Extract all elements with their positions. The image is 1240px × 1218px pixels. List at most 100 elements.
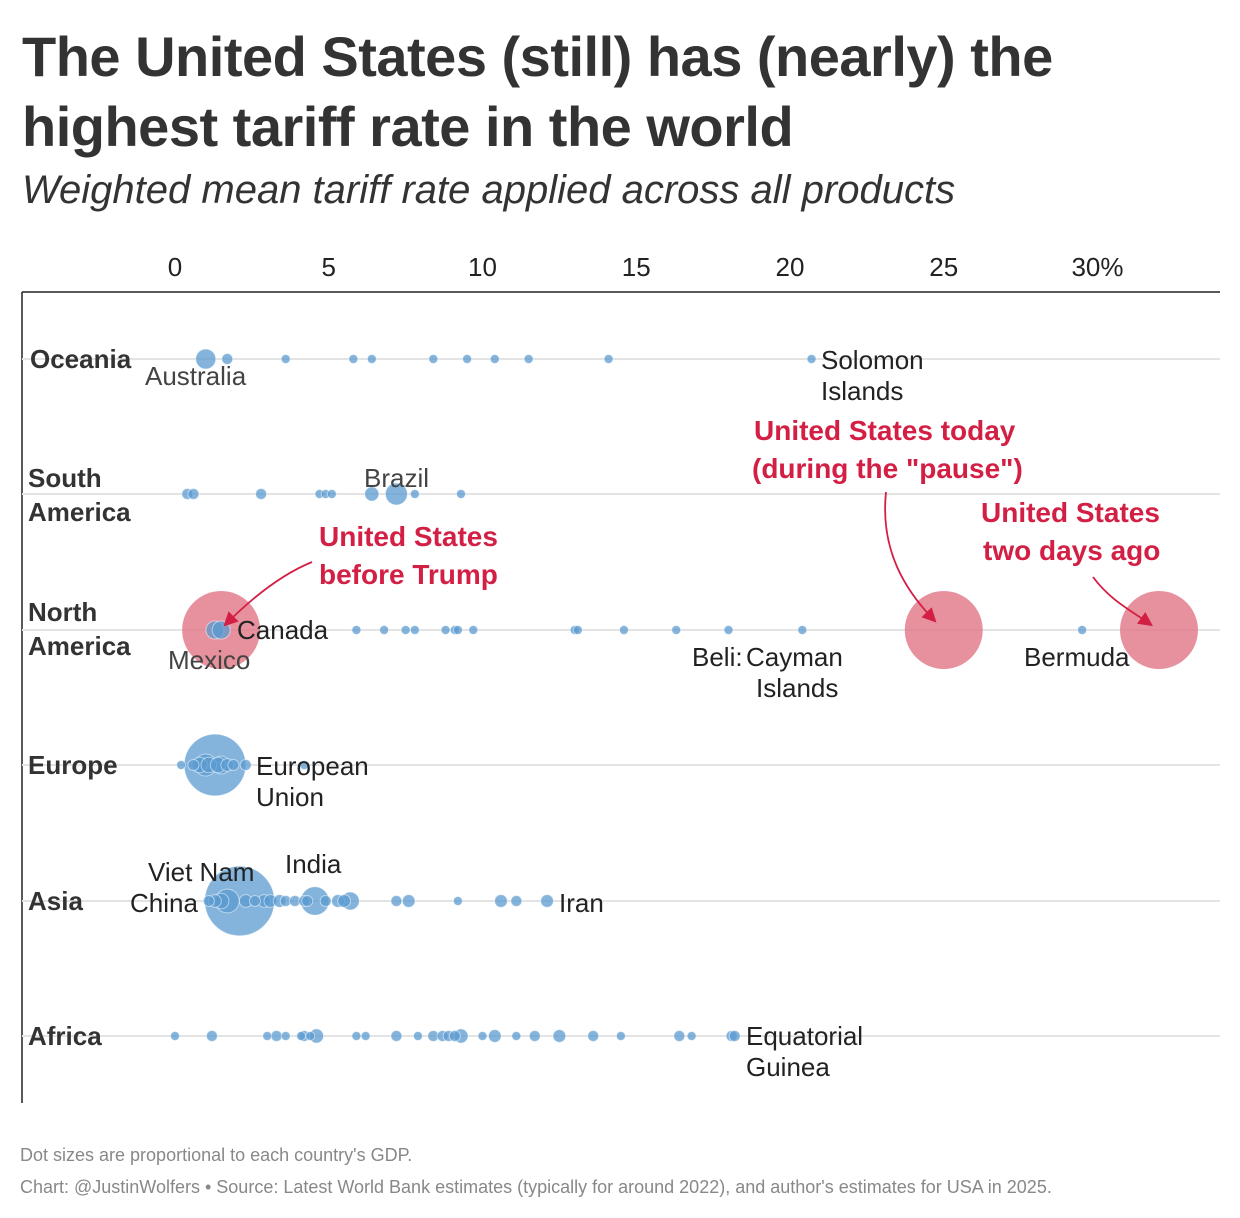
- arrow-today: [884, 491, 937, 623]
- country-dot: [409, 489, 420, 499]
- x-tick-label: 30%: [1071, 252, 1123, 282]
- country-dot: [202, 894, 215, 908]
- row-label: America: [28, 631, 131, 661]
- country-dot: [673, 1029, 686, 1043]
- country-dot: [364, 486, 380, 502]
- label-solomon: Solomon: [821, 345, 924, 375]
- country-dot: [477, 1031, 488, 1041]
- row-label: North: [28, 597, 97, 627]
- country-dot: [510, 894, 523, 908]
- annotation-ago-1: United States: [981, 497, 1160, 528]
- country-dot: [351, 625, 362, 635]
- label-cayman: Cayman: [746, 642, 843, 672]
- x-tick-label: 5: [322, 252, 336, 282]
- label-eq-guinea-2: Guinea: [746, 1052, 830, 1082]
- country-dot: [280, 354, 291, 364]
- country-dot: [337, 894, 351, 908]
- country-dot: [511, 1031, 522, 1041]
- label-eu: European: [256, 751, 369, 781]
- country-dot: [280, 1031, 291, 1041]
- x-tick-label: 25: [929, 252, 958, 282]
- x-tick-label: 15: [622, 252, 651, 282]
- country-dot: [552, 1029, 567, 1043]
- country-dot: [448, 1029, 461, 1043]
- annotation-today-2: (during the "pause"): [752, 453, 1023, 484]
- label-eu-2: Union: [256, 782, 324, 812]
- country-dot: [221, 352, 234, 366]
- label-china: China: [130, 888, 198, 918]
- arrow-ago: [1092, 576, 1153, 627]
- country-dot: [176, 760, 187, 770]
- country-dot: [187, 758, 200, 772]
- country-dot: [390, 1029, 403, 1043]
- country-dot: [400, 625, 411, 635]
- country-dot: [262, 1031, 273, 1041]
- source-note: Chart: @JustinWolfers • Source: Latest W…: [20, 1177, 1052, 1197]
- row-label: America: [28, 497, 131, 527]
- country-dot: [239, 758, 252, 772]
- usa-dot: [1120, 591, 1198, 669]
- label-cayman-2: Islands: [756, 673, 838, 703]
- country-dot: [248, 894, 261, 908]
- country-dot: [618, 625, 629, 635]
- annotation-today-1: United States today: [754, 415, 1016, 446]
- label-iran: Iran: [559, 888, 604, 918]
- country-dot: [603, 354, 614, 364]
- country-dot: [187, 487, 200, 501]
- row-label: Europe: [28, 750, 118, 780]
- annotation-before-2: before Trump: [319, 559, 498, 590]
- label-solomon-2: Islands: [821, 376, 903, 406]
- country-dot: [540, 894, 554, 908]
- label-bermuda: Bermuda: [1024, 642, 1130, 672]
- country-dot: [686, 1031, 697, 1041]
- country-dot: [195, 348, 217, 370]
- country-dot: [227, 758, 240, 772]
- country-dot: [487, 1029, 502, 1043]
- country-dot: [440, 625, 451, 635]
- country-dot: [797, 625, 808, 635]
- annotation-ago-2: two days ago: [983, 535, 1160, 566]
- country-dot: [384, 482, 408, 506]
- country-dot: [270, 1029, 283, 1043]
- country-dot: [351, 1031, 362, 1041]
- country-dot: [572, 625, 583, 635]
- country-dot: [301, 894, 314, 908]
- country-dot: [723, 625, 734, 635]
- row-label: South: [28, 463, 102, 493]
- annotation-before-1: United States: [319, 521, 498, 552]
- label-vietnam: Viet Nam: [148, 857, 254, 887]
- row-label: Africa: [28, 1021, 102, 1051]
- country-dot: [452, 896, 463, 906]
- label-belize: Beli:: [692, 642, 743, 672]
- country-dot: [326, 489, 337, 499]
- country-dot: [528, 1029, 541, 1043]
- country-dot: [468, 625, 479, 635]
- x-tick-label: 20: [776, 252, 805, 282]
- country-dot: [366, 354, 377, 364]
- country-dot: [523, 354, 534, 364]
- country-dot: [255, 487, 268, 501]
- label-mexico: Mexico: [168, 645, 250, 675]
- country-dot: [170, 1031, 180, 1041]
- usa-dot: [904, 591, 983, 669]
- country-dot: [305, 1031, 316, 1041]
- country-dot: [428, 354, 439, 364]
- label-eq-guinea: Equatorial: [746, 1021, 863, 1051]
- country-dot: [728, 1029, 741, 1043]
- country-dot: [409, 625, 420, 635]
- label-australia: Australia: [145, 361, 247, 391]
- country-dot: [587, 1029, 600, 1043]
- country-dot: [390, 894, 403, 908]
- country-dot: [462, 354, 473, 364]
- label-canada: Canada: [237, 615, 329, 645]
- x-tick-label: 10: [468, 252, 497, 282]
- country-dot: [455, 489, 466, 499]
- country-dot: [319, 894, 332, 908]
- country-dot: [296, 1031, 307, 1041]
- country-dot: [412, 1031, 423, 1041]
- country-dot: [489, 354, 500, 364]
- country-dot: [299, 760, 310, 770]
- country-dot: [615, 1031, 626, 1041]
- country-dot: [806, 354, 817, 364]
